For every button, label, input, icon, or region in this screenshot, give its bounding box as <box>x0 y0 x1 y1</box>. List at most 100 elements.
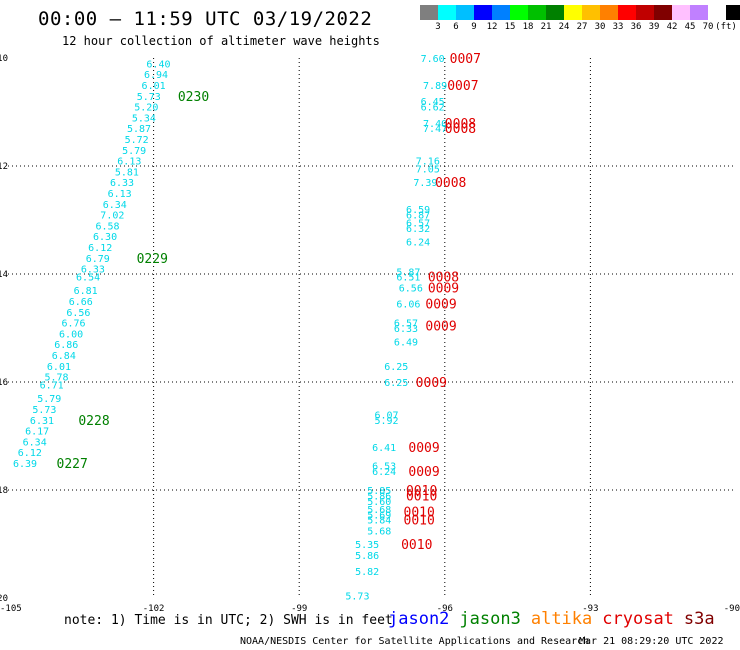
lat-tick-label: -16 <box>0 378 8 388</box>
swh-value-label: 6.40 <box>146 59 170 70</box>
pass-time-label: 0009 <box>425 319 456 334</box>
satellite-altika: altika <box>530 609 593 629</box>
swh-value-label: 5.87 <box>127 124 151 135</box>
swh-value-label: 6.33 <box>81 265 105 276</box>
swh-value-label: 6.34 <box>23 437 47 448</box>
color-swatch <box>528 5 546 20</box>
pass-time-label: 0010 <box>406 489 437 504</box>
swh-value-label: 5.82 <box>355 567 379 578</box>
swh-value-label: 6.45 <box>421 97 445 108</box>
swh-value-label: 5.86 <box>367 491 391 502</box>
swh-value-label: 5.34 <box>132 113 156 124</box>
swh-value-label: 5.20 <box>134 103 158 114</box>
pass-time-label: 0007 <box>450 52 481 67</box>
color-scale-bar <box>420 5 740 20</box>
lat-tick-label: -18 <box>0 486 8 496</box>
pass-time-label: 0009 <box>408 441 439 456</box>
color-scale-label: 39 <box>648 22 660 32</box>
swh-value-label: 5.60 <box>367 497 391 508</box>
swh-value-label: 5.68 <box>367 505 391 516</box>
color-swatch <box>474 5 492 20</box>
pass-time-label: 0009 <box>428 282 459 297</box>
color-scale-label: 24 <box>558 22 570 32</box>
color-swatch <box>492 5 510 20</box>
color-scale-label: (ft) <box>715 22 737 32</box>
swh-value-label: 7.16 <box>416 157 440 168</box>
swh-value-label: 6.86 <box>54 340 78 351</box>
swh-value-label: 6.07 <box>375 410 399 421</box>
pass-time-label: 0007 <box>447 79 478 94</box>
color-swatch <box>456 5 474 20</box>
color-swatch <box>438 5 456 20</box>
swh-value-label: 5.35 <box>355 540 379 551</box>
color-scale-label: 27 <box>576 22 588 32</box>
color-scale-label: 12 <box>486 22 498 32</box>
swh-value-label: 5.69 <box>367 510 391 521</box>
page-title: 00:00 – 11:59 UTC 03/19/2022 <box>38 8 373 30</box>
pass-time-label: 0008 <box>428 271 459 286</box>
color-scale-label: 18 <box>522 22 534 32</box>
color-scale-label: 30 <box>594 22 606 32</box>
lon-tick-label: -96 <box>437 604 453 614</box>
swh-value-label: 5.86 <box>355 551 379 562</box>
pass-time-label: 0010 <box>404 514 435 529</box>
swh-value-label: 7.05 <box>416 165 440 176</box>
pass-time-label: 0009 <box>416 376 447 391</box>
swh-value-label: 7.02 <box>100 211 124 222</box>
swh-value-label: 6.01 <box>142 81 166 92</box>
color-scale-label: 21 <box>540 22 552 32</box>
color-swatch <box>564 5 582 20</box>
pass-time-label: 0010 <box>401 538 432 553</box>
satellite-jason3: jason3 <box>459 609 521 629</box>
swh-value-label: 6.25 <box>384 362 408 373</box>
swh-value-label: 6.12 <box>18 448 42 459</box>
pass-time-label: 0230 <box>178 90 209 105</box>
swh-value-label: 5.85 <box>367 486 391 497</box>
color-swatch <box>708 5 726 20</box>
swh-value-label: 5.73 <box>32 405 56 416</box>
color-swatch <box>546 5 564 20</box>
pass-time-label: 0010 <box>404 506 435 521</box>
lat-tick-label: -14 <box>0 270 8 280</box>
pass-time-label: 0009 <box>408 465 439 480</box>
lat-tick-label: -10 <box>0 54 8 64</box>
lon-tick-label: -93 <box>582 604 598 614</box>
swh-value-label: 6.32 <box>406 224 430 235</box>
lon-tick-label: -99 <box>291 604 307 614</box>
swh-value-label: 6.17 <box>25 427 49 438</box>
swh-value-label: 6.12 <box>88 243 112 254</box>
lon-tick-label: -102 <box>143 604 165 614</box>
swh-value-label: 6.56 <box>66 308 90 319</box>
swh-value-label: 7.47 <box>423 124 447 135</box>
color-swatch <box>726 5 740 20</box>
page-subtitle: 12 hour collection of altimeter wave hei… <box>62 34 380 48</box>
swh-value-label: 6.71 <box>40 381 64 392</box>
swh-value-label: 6.41 <box>372 443 396 454</box>
swh-value-label: 6.30 <box>93 232 117 243</box>
swh-value-label: 6.57 <box>394 319 418 330</box>
pass-time-label: 0227 <box>57 457 88 472</box>
pass-time-label: 0009 <box>425 298 456 313</box>
swh-value-label: 6.00 <box>59 329 83 340</box>
swh-value-label: 6.79 <box>86 254 110 265</box>
swh-value-label: 7.89 <box>423 81 447 92</box>
swh-value-label: 6.24 <box>372 467 396 478</box>
footer-credit: NOAA/NESDIS Center for Satellite Applica… <box>240 636 590 647</box>
swh-value-label: 6.39 <box>13 459 37 470</box>
color-scale-label: 15 <box>504 22 516 32</box>
color-scale-label: 33 <box>612 22 624 32</box>
swh-value-label: 6.13 <box>108 189 132 200</box>
color-swatch <box>582 5 600 20</box>
color-scale-label: 70 <box>702 22 714 32</box>
swh-value-label: 6.33 <box>110 178 134 189</box>
swh-value-label: 6.54 <box>76 273 100 284</box>
color-swatch <box>420 5 438 20</box>
swh-value-label: 6.13 <box>117 157 141 168</box>
color-swatch <box>600 5 618 20</box>
swh-value-label: 5.87 <box>396 267 420 278</box>
color-swatch <box>510 5 528 20</box>
swh-value-label: 5.73 <box>345 591 369 602</box>
swh-value-label: 5.73 <box>137 92 161 103</box>
swh-value-label: 6.59 <box>406 205 430 216</box>
